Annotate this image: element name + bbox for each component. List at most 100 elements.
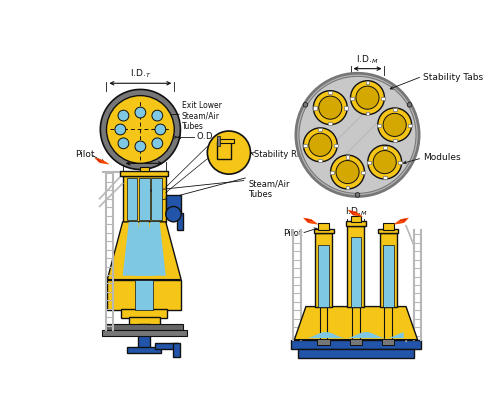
Bar	[166, 195, 181, 214]
Bar	[377, 124, 381, 127]
Circle shape	[152, 110, 163, 121]
Bar	[385, 306, 392, 341]
Circle shape	[135, 141, 146, 152]
Bar	[352, 306, 360, 341]
Text: I.D.$_M$: I.D.$_M$	[344, 206, 367, 218]
Circle shape	[296, 73, 419, 196]
Circle shape	[368, 145, 402, 179]
Circle shape	[319, 96, 342, 119]
Bar	[127, 178, 137, 220]
Bar	[367, 161, 371, 164]
Polygon shape	[144, 222, 166, 276]
Bar	[121, 309, 167, 318]
Bar	[320, 306, 328, 341]
Circle shape	[336, 161, 359, 184]
Bar	[344, 107, 347, 110]
Circle shape	[350, 81, 384, 115]
Circle shape	[303, 102, 308, 107]
Text: Pilot: Pilot	[75, 150, 94, 158]
Bar	[313, 107, 317, 110]
Bar	[350, 216, 361, 222]
Bar	[303, 144, 307, 147]
Polygon shape	[107, 222, 181, 280]
Bar	[380, 233, 397, 306]
Bar	[217, 142, 231, 159]
Bar	[139, 178, 150, 220]
Polygon shape	[351, 212, 361, 216]
Bar	[298, 349, 414, 358]
Bar	[383, 245, 394, 306]
Bar	[350, 237, 361, 306]
Bar	[382, 339, 395, 345]
Text: I.D.$_T$: I.D.$_T$	[130, 68, 151, 80]
Bar	[318, 223, 329, 229]
Circle shape	[166, 206, 181, 222]
Bar	[217, 139, 234, 143]
Circle shape	[207, 131, 250, 174]
Bar	[140, 167, 149, 171]
Bar	[346, 221, 366, 226]
Bar	[319, 128, 322, 131]
Bar	[120, 171, 168, 176]
Bar	[123, 176, 166, 222]
Bar	[350, 339, 362, 345]
Bar	[383, 145, 387, 149]
Bar	[393, 108, 397, 112]
Bar	[378, 229, 398, 233]
Polygon shape	[348, 210, 362, 217]
Polygon shape	[98, 160, 107, 163]
Text: I.D.$_M$: I.D.$_M$	[356, 53, 379, 66]
Circle shape	[118, 138, 129, 149]
Circle shape	[299, 76, 416, 194]
Circle shape	[155, 124, 166, 135]
Bar	[291, 340, 421, 349]
Bar	[314, 229, 333, 233]
Circle shape	[106, 96, 174, 163]
Polygon shape	[395, 218, 409, 224]
Circle shape	[356, 86, 379, 109]
Bar	[408, 124, 412, 127]
Bar	[138, 324, 151, 349]
Bar	[318, 339, 330, 345]
Circle shape	[407, 102, 412, 107]
Text: Stability Tabs: Stability Tabs	[423, 73, 483, 82]
Bar	[173, 343, 179, 357]
Circle shape	[373, 150, 396, 173]
Circle shape	[355, 193, 360, 197]
Polygon shape	[308, 332, 404, 338]
Text: O.D.$_T$: O.D.$_T$	[196, 131, 220, 143]
Circle shape	[303, 128, 337, 162]
Bar	[127, 347, 161, 353]
Bar	[102, 330, 186, 336]
Bar	[106, 324, 183, 330]
Bar	[318, 245, 329, 306]
Text: I.D.$_T$: I.D.$_T$	[133, 148, 155, 160]
Circle shape	[118, 110, 129, 121]
Bar	[366, 112, 369, 115]
Bar	[366, 81, 369, 84]
Text: Stability Ring: Stability Ring	[254, 150, 310, 159]
Bar	[398, 161, 402, 164]
Bar	[135, 280, 154, 311]
Text: Pilot: Pilot	[283, 229, 302, 238]
Bar	[107, 280, 181, 311]
Bar	[329, 91, 332, 94]
Text: Exit Lower
Steam/Air
Tubes: Exit Lower Steam/Air Tubes	[182, 101, 222, 130]
Polygon shape	[123, 222, 144, 276]
Circle shape	[309, 133, 332, 156]
Bar	[315, 233, 332, 306]
Bar	[383, 223, 394, 229]
Bar	[361, 171, 365, 174]
Bar	[155, 343, 178, 349]
Bar	[151, 178, 162, 220]
Circle shape	[115, 124, 126, 135]
Polygon shape	[133, 222, 155, 276]
Bar	[217, 135, 220, 146]
Circle shape	[331, 155, 364, 189]
Bar	[345, 155, 349, 158]
Bar	[345, 186, 349, 189]
Bar	[330, 171, 334, 174]
Polygon shape	[294, 306, 417, 340]
Bar	[381, 97, 385, 99]
Bar	[347, 226, 364, 306]
